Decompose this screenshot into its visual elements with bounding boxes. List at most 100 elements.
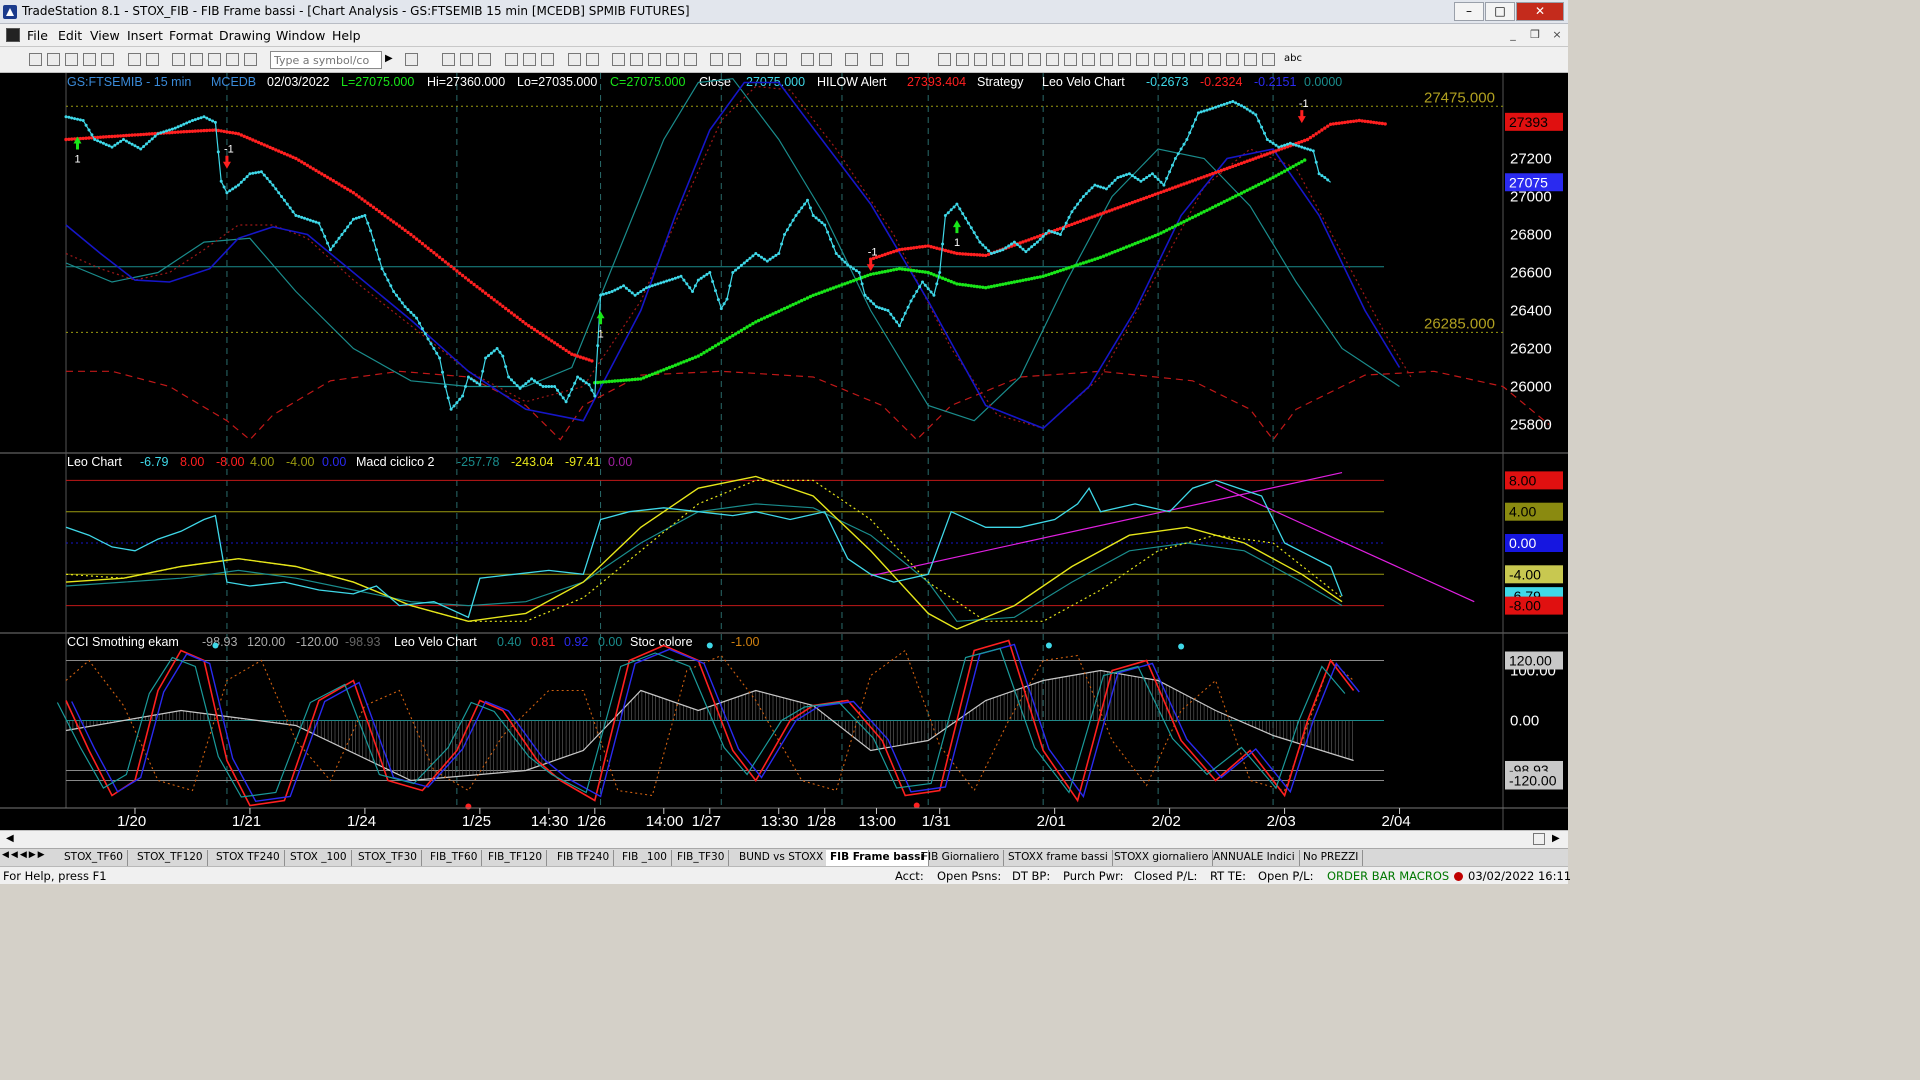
open-workspace-icon[interactable]: [65, 53, 78, 66]
data-icon[interactable]: [870, 53, 883, 66]
price-bars-point: [271, 183, 275, 187]
alerts-icon[interactable]: [630, 53, 643, 66]
arc-icon[interactable]: [1154, 53, 1167, 66]
insert-drawing-icon[interactable]: [541, 53, 554, 66]
disabled-icon[interactable]: [896, 53, 909, 66]
close-button[interactable]: ✕: [1516, 2, 1564, 21]
channel-icon[interactable]: [1010, 53, 1023, 66]
spiral-icon[interactable]: [1172, 53, 1185, 66]
fibonacci-icon[interactable]: [992, 53, 1005, 66]
news-icon[interactable]: [612, 53, 625, 66]
arrow-down-icon[interactable]: [1208, 53, 1221, 66]
data-window-icon[interactable]: [478, 53, 491, 66]
chart-style-icon[interactable]: [442, 53, 455, 66]
mdi-minimize-button[interactable]: _: [1510, 28, 1516, 41]
zoom-out-icon[interactable]: [774, 53, 787, 66]
pan-left-icon[interactable]: [710, 53, 723, 66]
menu-insert[interactable]: Insert: [127, 28, 163, 43]
symbol-lookup-icon[interactable]: [405, 53, 418, 66]
menu-format[interactable]: Format: [169, 28, 214, 43]
scroll-left-icon[interactable]: ◀: [6, 833, 14, 844]
curve-icon[interactable]: [1190, 53, 1203, 66]
regression-icon[interactable]: [1064, 53, 1077, 66]
arrow-up-icon[interactable]: [1226, 53, 1239, 66]
tab-fib-frame-bassi[interactable]: FIB Frame bassi: [826, 850, 929, 866]
pan-right-icon[interactable]: [728, 53, 741, 66]
scroll-thumb[interactable]: [1533, 833, 1545, 845]
paste-icon[interactable]: [208, 53, 221, 66]
bar-chart-icon[interactable]: [460, 53, 473, 66]
radar-icon[interactable]: [568, 53, 581, 66]
menu-help[interactable]: Help: [332, 28, 361, 43]
horizontal-scrollbar[interactable]: ◀ ▶: [0, 830, 1568, 848]
text-tool[interactable]: abc: [1284, 53, 1302, 64]
order-bar-macros[interactable]: ORDER BAR MACROS: [1327, 869, 1450, 883]
fib-extension-icon[interactable]: [1100, 53, 1113, 66]
tab-stox-tf60[interactable]: STOX_TF60: [60, 850, 128, 866]
insert-strategy-icon[interactable]: [523, 53, 536, 66]
tab-stox-tf120[interactable]: STOX_TF120: [133, 850, 208, 866]
tab-fib-giornaliero[interactable]: FIB Giornaliero: [918, 850, 1005, 866]
tab-stox-tf30[interactable]: STOX_TF30: [354, 850, 422, 866]
tab-stoxx-frame-bassi[interactable]: STOXX frame bassi: [1004, 850, 1113, 866]
optimization-icon[interactable]: [666, 53, 679, 66]
format-icon[interactable]: [226, 53, 239, 66]
crosshair-icon[interactable]: [819, 53, 832, 66]
tab-bund-vs-stoxx[interactable]: BUND vs STOXX: [735, 850, 829, 866]
andrews-icon[interactable]: [1028, 53, 1041, 66]
tab-annuale-indici[interactable]: ANNUALE Indici: [1209, 850, 1300, 866]
gann-icon[interactable]: [1046, 53, 1059, 66]
cut-icon[interactable]: [172, 53, 185, 66]
save-icon[interactable]: [83, 53, 96, 66]
wrench-icon[interactable]: [845, 53, 858, 66]
tab-stox-tf240[interactable]: STOX TF240: [212, 850, 285, 866]
menu-view[interactable]: View: [90, 28, 120, 43]
tab-fib-tf30[interactable]: FIB_TF30: [673, 850, 730, 866]
time-zones-icon[interactable]: [1136, 53, 1149, 66]
print-preview-icon[interactable]: [146, 53, 159, 66]
menu-edit[interactable]: Edit: [58, 28, 83, 43]
go-arrow-icon[interactable]: ▶: [385, 53, 393, 64]
pointer-icon[interactable]: [801, 53, 814, 66]
matrix-icon[interactable]: [586, 53, 599, 66]
tab-stoxx-giornaliero[interactable]: STOXX giornaliero: [1110, 850, 1214, 866]
chart-analysis-window[interactable]: GS:FTSEMIB - 15 min MCEDB 02/03/2022 L=2707…: [0, 73, 1568, 830]
rectangle-icon[interactable]: [1262, 53, 1275, 66]
strategy-performance-icon[interactable]: [648, 53, 661, 66]
copy-icon[interactable]: [190, 53, 203, 66]
insert-indicator-icon[interactable]: [505, 53, 518, 66]
trendline-icon[interactable]: [938, 53, 951, 66]
save-workspace-icon[interactable]: [101, 53, 114, 66]
new-icon[interactable]: [29, 53, 42, 66]
open-icon[interactable]: [47, 53, 60, 66]
tab-fib-tf60[interactable]: FIB_TF60: [426, 850, 483, 866]
minimize-button[interactable]: –: [1454, 2, 1484, 21]
menu-window[interactable]: Window: [276, 28, 326, 43]
menu-drawing[interactable]: Drawing: [219, 28, 271, 43]
horizontal-line-icon[interactable]: [974, 53, 987, 66]
horizontal-arrow-icon[interactable]: [1118, 53, 1131, 66]
menu-file[interactable]: File: [27, 28, 48, 43]
scroll-right-icon[interactable]: ▶: [1552, 833, 1560, 844]
tab-no-prezzi[interactable]: No PREZZI: [1299, 850, 1364, 866]
tab-nav-arrows-icon[interactable]: ◀◀◀▶▶: [2, 850, 47, 860]
toolbar: ▶ abc: [0, 47, 1568, 73]
print-icon[interactable]: [128, 53, 141, 66]
symbol-input[interactable]: [270, 51, 382, 69]
tab-fib-tf120[interactable]: FIB_TF120: [484, 850, 548, 866]
ellipse-icon[interactable]: [1244, 53, 1257, 66]
mdi-close-button[interactable]: ×: [1552, 28, 1562, 41]
vertical-line-icon[interactable]: [956, 53, 969, 66]
price-bars-point: [1058, 233, 1062, 236]
speed-lines-icon[interactable]: [1082, 53, 1095, 66]
maximize-button[interactable]: □: [1485, 2, 1515, 21]
tab-fib-tf240[interactable]: FIB TF240: [553, 850, 615, 866]
tab-stox-100[interactable]: STOX _100: [286, 850, 352, 866]
tab-fib-100[interactable]: FIB _100: [618, 850, 672, 866]
order-bar-icon[interactable]: [684, 53, 697, 66]
chart-window-icon[interactable]: [6, 28, 20, 42]
zoom-in-icon[interactable]: [756, 53, 769, 66]
mdi-restore-button[interactable]: ❒: [1530, 28, 1540, 41]
signal-label: -1: [224, 144, 234, 156]
refresh-icon[interactable]: [244, 53, 257, 66]
